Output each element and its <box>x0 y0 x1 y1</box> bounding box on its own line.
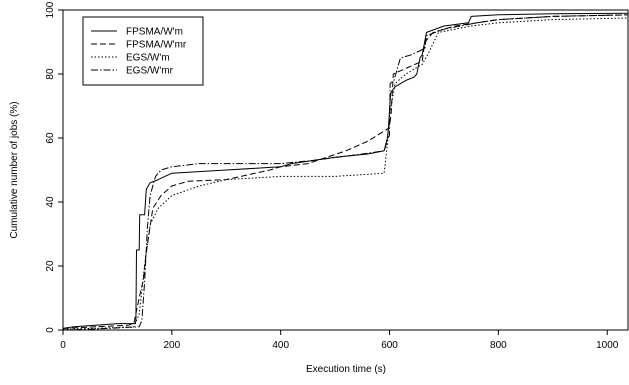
x-tick-label: 400 <box>272 340 289 351</box>
series-line-4 <box>63 14 628 330</box>
x-tick-label: 1000 <box>596 340 619 351</box>
legend-box <box>82 16 204 86</box>
x-tick-label: 200 <box>164 340 181 351</box>
plot-area <box>63 12 628 330</box>
legend-label: FPSMA/W'mr <box>126 40 187 51</box>
y-axis-title: Cumulative number of jobs (%) <box>9 101 20 238</box>
y-tick-label: 40 <box>45 196 56 208</box>
legend: FPSMA/W'm FPSMA/W'mr EGS/W'm EGS/W'mr <box>82 16 204 86</box>
y-tick-label: 80 <box>45 68 56 80</box>
legend-label: FPSMA/W'm <box>126 27 183 38</box>
y-tick-label: 0 <box>45 327 56 333</box>
series-line-3 <box>63 17 628 330</box>
y-tick-label: 20 <box>45 260 56 272</box>
y-tick-label: 60 <box>45 132 56 144</box>
y-tick-label: 100 <box>45 1 56 18</box>
x-tick-label: 0 <box>60 340 66 351</box>
legend-label: EGS/W'mr <box>126 66 174 77</box>
x-tick-label: 600 <box>381 340 398 351</box>
plot-frame <box>62 9 629 331</box>
x-axis-title: Execution time (s) <box>306 364 386 375</box>
x-tick-label: 800 <box>490 340 507 351</box>
legend-label: EGS/W'm <box>126 53 170 64</box>
axes: 0 200 400 600 800 1000 0 20 40 60 80 100 <box>45 1 629 351</box>
